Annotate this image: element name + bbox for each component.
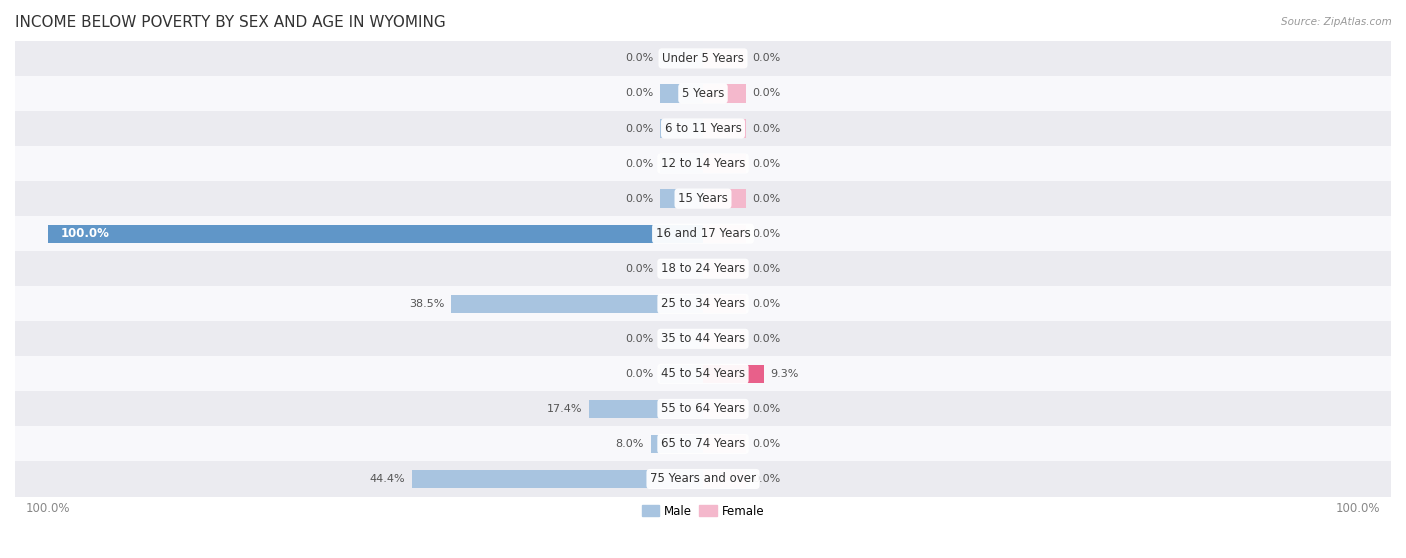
- Text: 25 to 34 Years: 25 to 34 Years: [661, 297, 745, 310]
- Text: 0.0%: 0.0%: [752, 54, 780, 64]
- Bar: [703, 259, 745, 278]
- Text: 12 to 14 Years: 12 to 14 Years: [661, 157, 745, 170]
- Bar: [703, 190, 745, 208]
- Text: 5 Years: 5 Years: [682, 87, 724, 100]
- Text: 0.0%: 0.0%: [626, 334, 654, 344]
- Bar: [703, 49, 745, 68]
- Text: 0.0%: 0.0%: [626, 89, 654, 98]
- Bar: [15, 251, 1391, 286]
- Bar: [15, 391, 1391, 426]
- Bar: [703, 295, 745, 313]
- Text: 35 to 44 Years: 35 to 44 Years: [661, 333, 745, 345]
- Text: 0.0%: 0.0%: [752, 264, 780, 273]
- Bar: [15, 321, 1391, 357]
- Bar: [15, 76, 1391, 111]
- Bar: [15, 426, 1391, 461]
- Text: 18 to 24 Years: 18 to 24 Years: [661, 262, 745, 275]
- Bar: [703, 119, 745, 138]
- Bar: [48, 224, 703, 243]
- Bar: [15, 181, 1391, 216]
- Bar: [703, 470, 745, 488]
- Bar: [651, 435, 703, 453]
- Text: Under 5 Years: Under 5 Years: [662, 52, 744, 65]
- Text: 17.4%: 17.4%: [547, 404, 582, 414]
- Text: 0.0%: 0.0%: [752, 123, 780, 133]
- Text: 0.0%: 0.0%: [626, 158, 654, 169]
- Text: 0.0%: 0.0%: [626, 369, 654, 379]
- Bar: [703, 365, 763, 383]
- Text: 0.0%: 0.0%: [752, 439, 780, 449]
- Bar: [661, 119, 703, 138]
- Bar: [15, 216, 1391, 251]
- Bar: [15, 461, 1391, 497]
- Text: 0.0%: 0.0%: [626, 123, 654, 133]
- Text: 8.0%: 8.0%: [616, 439, 644, 449]
- Text: 0.0%: 0.0%: [626, 54, 654, 64]
- Bar: [15, 286, 1391, 321]
- Text: 0.0%: 0.0%: [752, 334, 780, 344]
- Bar: [703, 435, 745, 453]
- Bar: [661, 330, 703, 348]
- Text: 0.0%: 0.0%: [752, 229, 780, 239]
- Text: 0.0%: 0.0%: [626, 194, 654, 204]
- Text: 9.3%: 9.3%: [770, 369, 799, 379]
- Text: 16 and 17 Years: 16 and 17 Years: [655, 227, 751, 240]
- Text: 55 to 64 Years: 55 to 64 Years: [661, 402, 745, 415]
- Bar: [15, 41, 1391, 76]
- Bar: [15, 146, 1391, 181]
- Bar: [703, 155, 745, 172]
- Bar: [661, 84, 703, 103]
- Bar: [661, 49, 703, 68]
- Bar: [451, 295, 703, 313]
- Text: 0.0%: 0.0%: [626, 264, 654, 273]
- Text: 44.4%: 44.4%: [370, 474, 405, 484]
- Text: 0.0%: 0.0%: [752, 404, 780, 414]
- Text: 100.0%: 100.0%: [60, 227, 110, 240]
- Text: 15 Years: 15 Years: [678, 192, 728, 205]
- Bar: [703, 224, 745, 243]
- Text: 0.0%: 0.0%: [752, 158, 780, 169]
- Bar: [703, 330, 745, 348]
- Text: 0.0%: 0.0%: [752, 299, 780, 309]
- Bar: [412, 470, 703, 488]
- Bar: [703, 84, 745, 103]
- Bar: [589, 400, 703, 418]
- Bar: [703, 400, 745, 418]
- Text: 65 to 74 Years: 65 to 74 Years: [661, 437, 745, 450]
- Text: 75 Years and over: 75 Years and over: [650, 473, 756, 485]
- Text: INCOME BELOW POVERTY BY SEX AND AGE IN WYOMING: INCOME BELOW POVERTY BY SEX AND AGE IN W…: [15, 15, 446, 30]
- Bar: [15, 111, 1391, 146]
- Bar: [661, 190, 703, 208]
- Bar: [661, 365, 703, 383]
- Text: 0.0%: 0.0%: [752, 89, 780, 98]
- Text: Source: ZipAtlas.com: Source: ZipAtlas.com: [1281, 17, 1392, 27]
- Bar: [15, 357, 1391, 391]
- Text: 6 to 11 Years: 6 to 11 Years: [665, 122, 741, 135]
- Legend: Male, Female: Male, Female: [637, 500, 769, 522]
- Bar: [661, 259, 703, 278]
- Text: 0.0%: 0.0%: [752, 194, 780, 204]
- Text: 45 to 54 Years: 45 to 54 Years: [661, 367, 745, 381]
- Bar: [661, 155, 703, 172]
- Text: 38.5%: 38.5%: [409, 299, 444, 309]
- Text: 0.0%: 0.0%: [752, 474, 780, 484]
